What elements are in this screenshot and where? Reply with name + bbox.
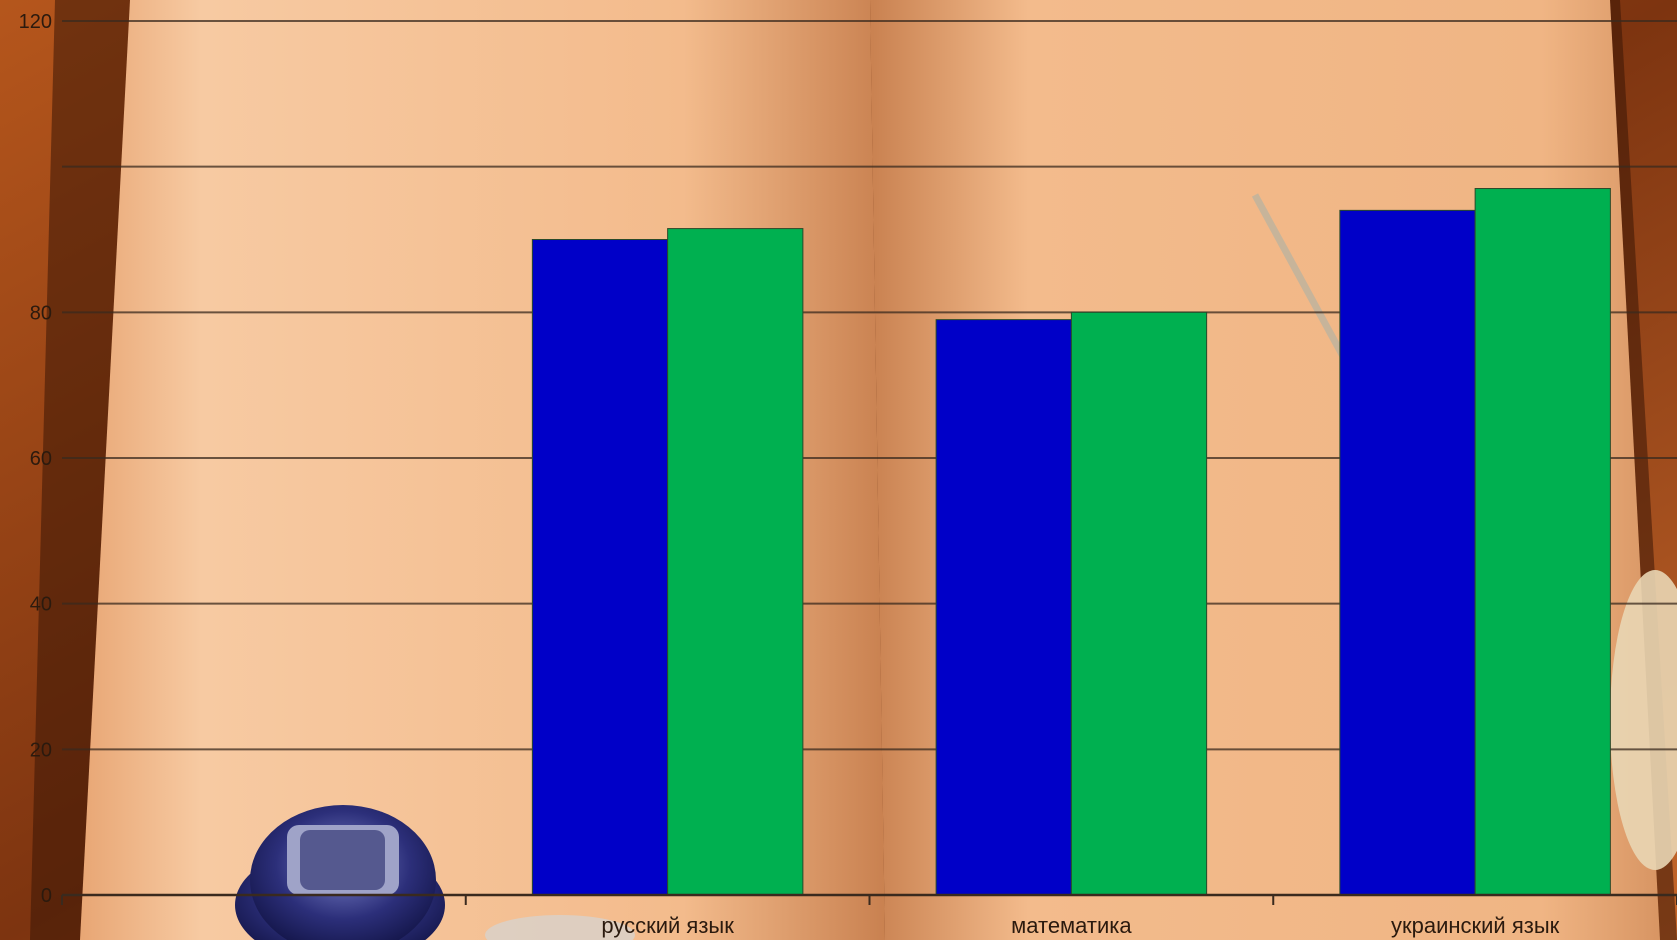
bar — [936, 320, 1071, 895]
y-tick-label: 80 — [30, 302, 52, 324]
bar — [668, 229, 803, 895]
y-tick-label: 60 — [30, 448, 52, 470]
x-tick-label: русский язык — [601, 913, 734, 938]
bar — [1071, 312, 1206, 895]
y-tick-label: 120 — [19, 11, 52, 33]
x-tick-label: украинский язык — [1391, 913, 1560, 938]
y-tick-label: 20 — [30, 739, 52, 761]
bar — [1340, 210, 1475, 895]
y-tick-label: 0 — [41, 885, 52, 907]
x-tick-label: математика — [1011, 913, 1132, 938]
bar — [1475, 189, 1610, 895]
bar — [532, 240, 667, 896]
y-tick-label: 40 — [30, 594, 52, 616]
